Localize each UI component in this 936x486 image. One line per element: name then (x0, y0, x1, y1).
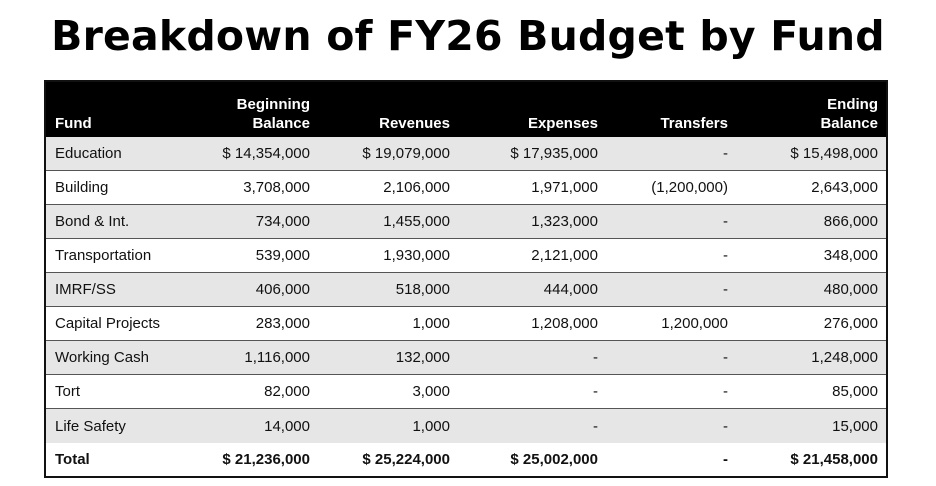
cell-expenses: - (593, 349, 598, 366)
cell-expenses: 1,323,000 (531, 213, 598, 230)
cell-beginning: 734,000 (255, 213, 310, 230)
page-title: Breakdown of FY26 Budget by Fund (51, 12, 885, 60)
cell-transfers: (1,200,000) (651, 179, 728, 196)
cell-revenues: 3,000 (412, 383, 450, 400)
cell-beginning: 539,000 (255, 247, 310, 264)
cell-ending: 480,000 (823, 281, 878, 298)
header-beginning-line1: Beginning (236, 96, 310, 113)
table-total-row: Total $ 21,236,000 $ 25,224,000 $ 25,002… (46, 443, 886, 476)
table-row: Education $ 14,354,000 $ 19,079,000 $ 17,93… (46, 137, 886, 171)
cell-beginning: $ 14,354,000 (222, 145, 310, 162)
table-row: Tort 82,000 3,000 - - 85,000 (46, 375, 886, 409)
cell-expenses: - (593, 383, 598, 400)
table-row: Working Cash 1,116,000 132,000 - - 1,248,000 (46, 341, 886, 375)
table-row: Capital Projects 283,000 1,000 1,208,000 1,2… (46, 307, 886, 341)
cell-fund: Tort (55, 383, 81, 400)
cell-ending: 2,643,000 (811, 179, 878, 196)
header-expenses: Expenses (527, 115, 598, 132)
cell-revenues: 518,000 (395, 281, 450, 298)
header-beginning-line2: Balance (252, 115, 310, 132)
cell-expenses: 2,121,000 (531, 247, 598, 264)
cell-fund: IMRF/SS (55, 281, 116, 298)
cell-fund: Education (55, 145, 122, 162)
total-transfers: - (723, 451, 728, 468)
budget-table: Fund Beginning Balance Revenues Expenses… (44, 80, 888, 478)
cell-revenues: $ 19,079,000 (362, 145, 450, 162)
cell-fund: Life Safety (55, 417, 126, 435)
cell-beginning: 14,000 (264, 417, 310, 435)
cell-revenues: 132,000 (395, 349, 450, 366)
table-row: Building 3,708,000 2,106,000 1,971,000 (1,20… (46, 171, 886, 205)
cell-transfers: - (723, 145, 728, 162)
cell-ending: 276,000 (823, 315, 878, 332)
cell-fund: Capital Projects (55, 315, 161, 332)
cell-transfers: 1,200,000 (661, 315, 728, 332)
cell-expenses: 444,000 (543, 281, 598, 298)
cell-beginning: 3,708,000 (243, 179, 310, 196)
cell-transfers: - (723, 213, 728, 230)
total-ending: $ 21,458,000 (790, 451, 878, 468)
header-revenues: Revenues (379, 115, 450, 132)
table-header-row: Fund Beginning Balance Revenues Expenses… (46, 82, 886, 137)
table-row: Life Safety 14,000 1,000 - - 15,000 (46, 409, 886, 443)
cell-fund: Bond & Int. (55, 213, 130, 230)
header-ending-line1: Ending (827, 96, 878, 113)
cell-transfers: - (723, 281, 728, 298)
header-ending-balance: Ending Balance (728, 95, 878, 133)
cell-revenues: 1,000 (412, 315, 450, 332)
table-row: Transportation 539,000 1,930,000 2,121,000 -… (46, 239, 886, 273)
header-fund: Fund (55, 115, 92, 132)
cell-expenses: 1,971,000 (531, 179, 598, 196)
table-row: IMRF/SS 406,000 518,000 444,000 - 480,000 (46, 273, 886, 307)
cell-transfers: - (723, 383, 728, 400)
cell-transfers: - (723, 247, 728, 264)
cell-ending: 1,248,000 (811, 349, 878, 366)
total-label: Total (55, 451, 90, 468)
cell-expenses: - (593, 417, 598, 435)
cell-revenues: 2,106,000 (383, 179, 450, 196)
cell-ending: 348,000 (823, 247, 878, 264)
cell-revenues: 1,000 (412, 417, 450, 435)
header-transfers: Transfers (660, 115, 728, 132)
header-beginning-balance: Beginning Balance (206, 95, 310, 133)
total-expenses: $ 25,002,000 (510, 451, 598, 468)
cell-transfers: - (723, 417, 728, 435)
cell-fund: Transportation (55, 247, 152, 264)
cell-revenues: 1,455,000 (383, 213, 450, 230)
cell-beginning: 82,000 (264, 383, 310, 400)
cell-beginning: 283,000 (255, 315, 310, 332)
table-row: Bond & Int. 734,000 1,455,000 1,323,000 - 866… (46, 205, 886, 239)
cell-expenses: $ 17,935,000 (510, 145, 598, 162)
cell-ending: 866,000 (823, 213, 878, 230)
header-ending-line2: Balance (820, 115, 878, 132)
cell-fund: Building (55, 179, 109, 196)
cell-ending: $ 15,498,000 (790, 145, 878, 162)
cell-revenues: 1,930,000 (383, 247, 450, 264)
total-revenues: $ 25,224,000 (362, 451, 450, 468)
cell-ending: 85,000 (832, 383, 878, 400)
cell-transfers: - (723, 349, 728, 366)
cell-beginning: 406,000 (255, 281, 310, 298)
cell-beginning: 1,116,000 (244, 349, 310, 366)
cell-ending: 15,000 (832, 417, 878, 435)
cell-fund: Working Cash (55, 349, 149, 366)
cell-expenses: 1,208,000 (531, 315, 598, 332)
total-beginning: $ 21,236,000 (222, 451, 310, 468)
